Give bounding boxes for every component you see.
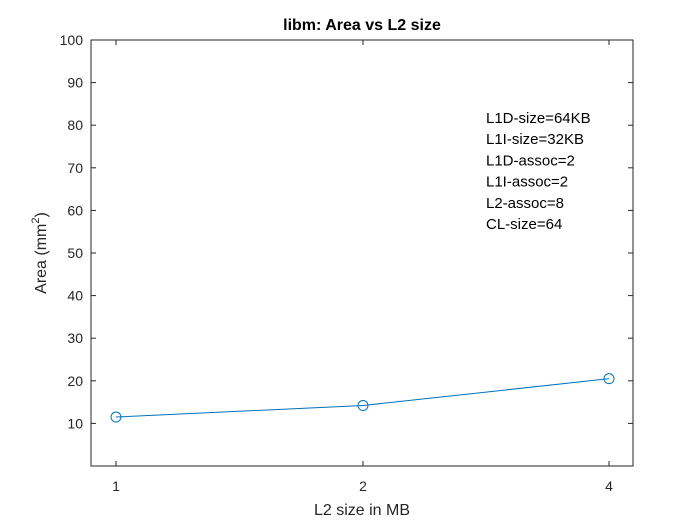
y-tick-label: 30 — [67, 330, 83, 346]
annotation-line: L1D-size=64KB — [486, 110, 591, 127]
y-axis-label-superscript: 2 — [30, 217, 42, 223]
annotation-line: L2-assoc=8 — [486, 195, 564, 212]
y-axis-label-end: ) — [33, 212, 50, 217]
data-point — [603, 373, 615, 385]
annotation-line: L1I-size=32KB — [486, 131, 584, 148]
chart-title: libm: Area vs L2 size — [283, 17, 441, 34]
series-layer — [110, 373, 615, 423]
y-tick-label: 70 — [67, 160, 83, 176]
annotation-box: L1D-size=64KB L1I-size=32KB L1D-assoc=2 L1I… — [486, 110, 591, 233]
y-tick-label: 60 — [67, 202, 83, 218]
y-tick-label: 20 — [67, 373, 83, 389]
y-tick-label: 80 — [67, 117, 83, 133]
y-tick-label: 50 — [67, 245, 83, 261]
data-point — [357, 400, 369, 412]
x-axis: 1 2 4 — [112, 40, 613, 494]
y-tick-label: 90 — [67, 75, 83, 91]
data-point — [110, 411, 122, 423]
series-line — [115, 378, 610, 418]
y-tick-label: 10 — [67, 415, 83, 431]
x-tick-label: 1 — [112, 478, 120, 494]
annotation-line: CL-size=64 — [486, 216, 562, 233]
y-tick-label: 100 — [60, 32, 84, 48]
plot-area — [90, 39, 634, 467]
y-axis-label: Area (mm2) — [30, 212, 50, 294]
annotation-line: L1D-assoc=2 — [486, 152, 575, 169]
x-axis-label: L2 size in MB — [314, 502, 410, 519]
y-axis-label-base: Area (mm — [33, 224, 50, 294]
y-tick-label: 40 — [67, 288, 83, 304]
x-tick-label: 4 — [605, 478, 613, 494]
annotation-line: L1I-assoc=2 — [486, 174, 568, 191]
y-axis: 10 20 30 40 50 60 70 80 90 100 — [60, 32, 633, 431]
x-tick-label: 2 — [359, 478, 367, 494]
